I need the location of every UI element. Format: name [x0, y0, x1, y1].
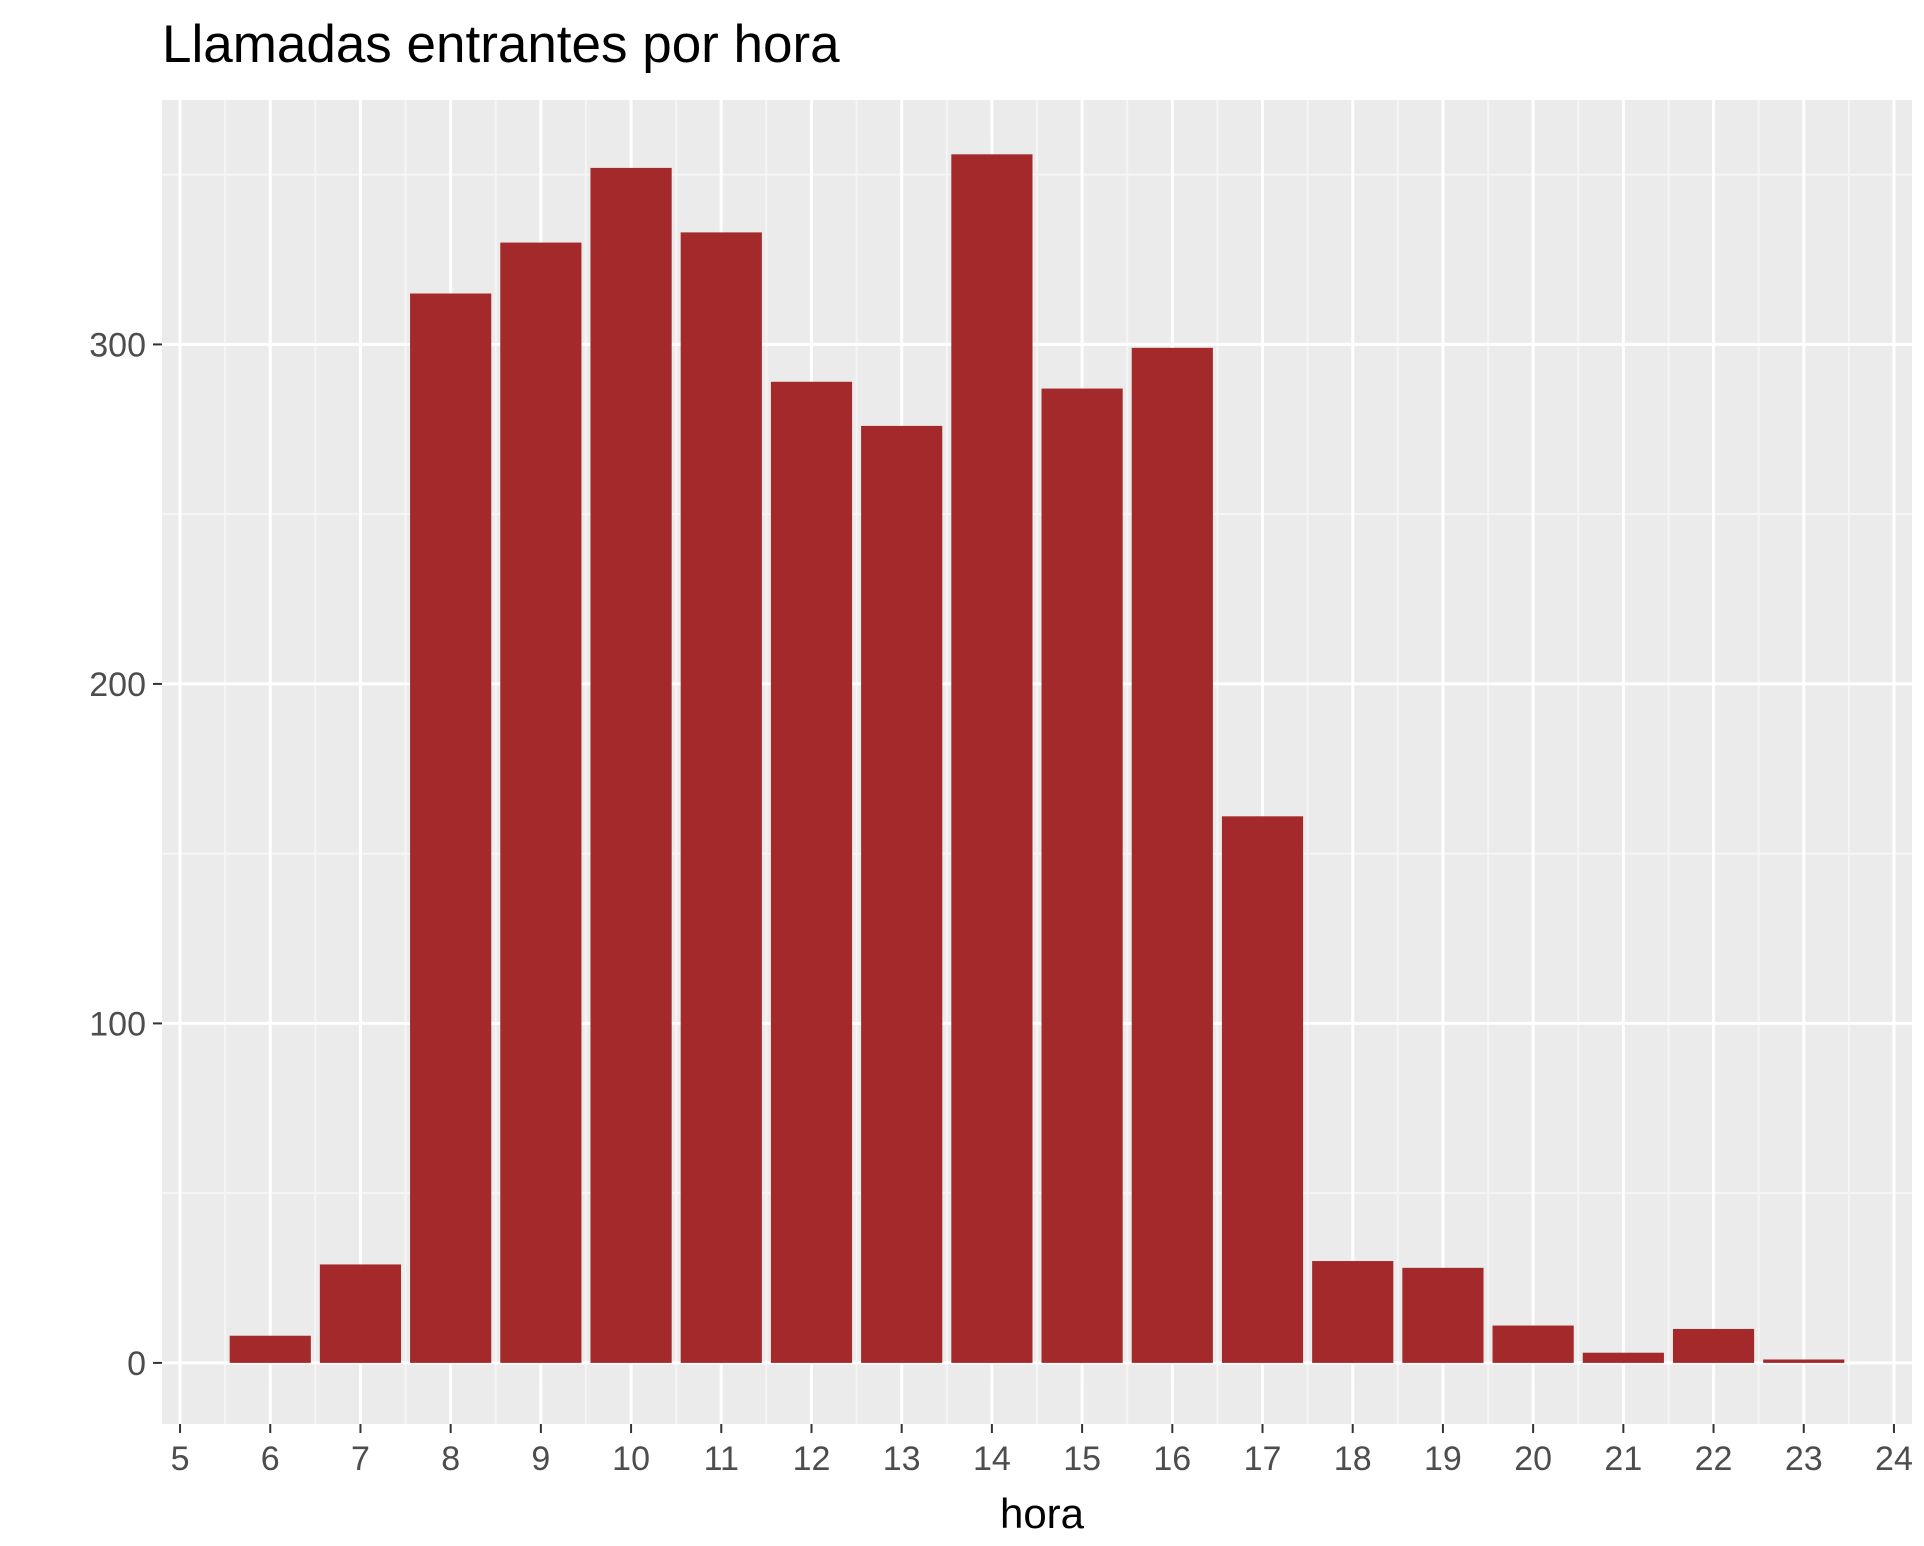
x-axis: 5 6 7 8 9 10 11 12 13 14 15 16 17 18 19 20 21 22 23 24: [171, 1424, 1913, 1478]
x-tick-label: 22: [1695, 1440, 1733, 1478]
bar-16: [1131, 347, 1213, 1363]
y-tick-label: 0: [127, 1345, 146, 1383]
bar-11: [680, 232, 762, 1363]
bar-6: [229, 1335, 311, 1363]
bar-22: [1672, 1328, 1755, 1363]
bar-19: [1402, 1267, 1484, 1363]
x-tick-label: 8: [441, 1440, 460, 1478]
bar-10: [590, 167, 672, 1363]
y-tick-label: 100: [89, 1005, 146, 1043]
bar-21: [1582, 1352, 1664, 1363]
bar-9: [500, 242, 582, 1363]
x-tick-label: 16: [1153, 1440, 1191, 1478]
x-tick-label: 6: [261, 1440, 280, 1478]
x-tick-label: 11: [704, 1440, 739, 1478]
bars-group: [229, 154, 1845, 1363]
y-tick-label: 200: [89, 666, 146, 704]
bar-13: [861, 425, 943, 1363]
x-tick-label: 20: [1514, 1440, 1552, 1478]
x-tick-label: 18: [1334, 1440, 1372, 1478]
x-tick-label: 24: [1875, 1440, 1913, 1478]
x-tick-label: 19: [1424, 1440, 1462, 1478]
x-tick-label: 9: [531, 1440, 550, 1478]
bar-17: [1221, 816, 1304, 1363]
x-tick-label: 15: [1063, 1440, 1101, 1478]
x-tick-label: 5: [171, 1440, 190, 1478]
x-tick-label: 10: [612, 1440, 650, 1478]
x-tick-label: 23: [1785, 1440, 1823, 1478]
bar-8: [410, 293, 492, 1363]
x-tick-label: 17: [1244, 1440, 1282, 1478]
bar-18: [1312, 1261, 1394, 1363]
x-tick-label: 14: [973, 1440, 1011, 1478]
y-axis: 0 100 200 300: [89, 326, 162, 1383]
bar-23: [1763, 1359, 1845, 1363]
x-tick-label: 12: [793, 1440, 831, 1478]
x-tick-label: 13: [883, 1440, 921, 1478]
bar-20: [1492, 1325, 1574, 1363]
bar-14: [951, 154, 1033, 1363]
bar-7: [319, 1264, 402, 1363]
bar-15: [1041, 388, 1123, 1363]
x-tick-label: 7: [351, 1440, 370, 1478]
chart-title: Llamadas entrantes por hora: [162, 15, 840, 74]
bar-12: [770, 381, 853, 1363]
x-tick-label: 21: [1604, 1440, 1642, 1478]
y-tick-label: 300: [89, 326, 146, 364]
x-axis-title: hora: [1000, 1490, 1085, 1537]
